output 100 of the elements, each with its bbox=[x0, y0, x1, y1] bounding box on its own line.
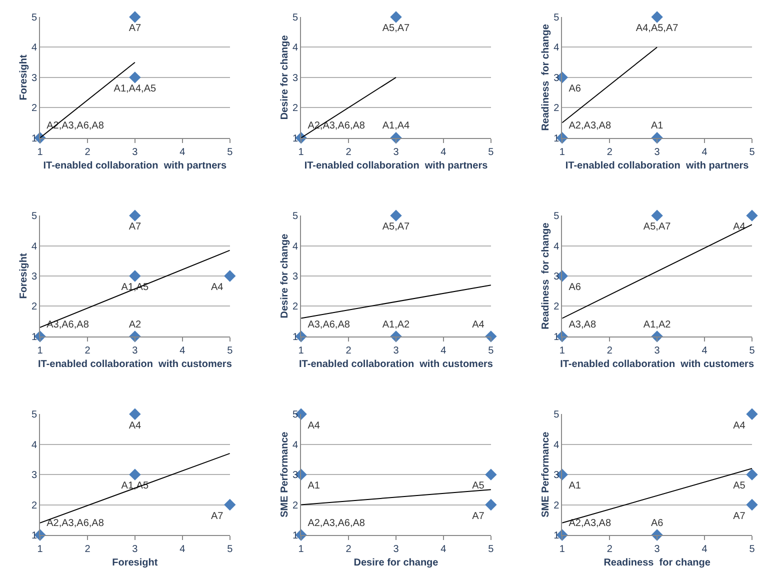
x-tick-label: 5 bbox=[227, 544, 234, 555]
point bbox=[129, 468, 141, 480]
x-axis-title: Readiness for change bbox=[604, 558, 711, 568]
x-tick-label: 5 bbox=[749, 345, 756, 356]
y-tick-label: 2 bbox=[31, 103, 38, 114]
y-axis-title: SME Performance bbox=[540, 431, 552, 518]
y-tick-label: 5 bbox=[31, 12, 38, 24]
y-tick-label: 5 bbox=[292, 211, 299, 222]
y-tick-label: 4 bbox=[554, 440, 560, 451]
y-tick-label: 3 bbox=[292, 271, 299, 282]
x-tick-label: 2 bbox=[346, 544, 352, 555]
x-tick-label: 4 bbox=[440, 345, 447, 356]
x-tick-label: 2 bbox=[606, 544, 613, 555]
y-tick-label: 4 bbox=[31, 440, 38, 451]
point bbox=[129, 11, 141, 23]
y-axis-title: Desire for change bbox=[280, 233, 291, 318]
point bbox=[224, 498, 236, 511]
x-tick-label: 5 bbox=[749, 146, 756, 158]
y-tick-label: 1 bbox=[292, 332, 299, 343]
data-label: A1 bbox=[650, 120, 664, 132]
x-axis-title: Foresight bbox=[112, 558, 158, 568]
data-label: A4 bbox=[308, 420, 320, 432]
x-tick-label: 5 bbox=[227, 345, 234, 356]
x-tick-label: 2 bbox=[84, 146, 91, 158]
x-tick-label: 3 bbox=[393, 146, 400, 158]
y-tick-label: 4 bbox=[554, 42, 560, 54]
y-tick-label: 1 bbox=[292, 530, 299, 542]
y-tick-label: 3 bbox=[554, 271, 560, 282]
data-label: A5,A7 bbox=[382, 222, 410, 233]
y-tick-label: 4 bbox=[292, 241, 299, 252]
x-tick-label: 4 bbox=[440, 544, 447, 555]
data-label: A4,A5,A7 bbox=[636, 23, 679, 34]
x-tick-label: 3 bbox=[654, 544, 660, 555]
y-tick-label: 2 bbox=[554, 302, 560, 313]
y-tick-label: 5 bbox=[554, 211, 560, 222]
data-label: A5,A7 bbox=[643, 222, 672, 233]
y-tick-label: 3 bbox=[31, 470, 38, 482]
data-label: A7 bbox=[733, 510, 746, 522]
y-tick-label: 2 bbox=[31, 500, 38, 512]
x-tick-label: 5 bbox=[488, 345, 494, 356]
y-tick-label: 5 bbox=[31, 211, 38, 222]
y-tick-label: 2 bbox=[554, 500, 560, 512]
x-tick-label: 3 bbox=[393, 345, 400, 356]
data-label: A3,A6,A8 bbox=[46, 319, 90, 330]
x-tick-label: 5 bbox=[749, 544, 756, 555]
data-label: A7 bbox=[128, 23, 142, 34]
x-axis-title: IT-enabled collaboration with customers bbox=[299, 358, 494, 370]
point bbox=[651, 210, 663, 222]
data-label: A2,A3,A8 bbox=[568, 518, 612, 529]
point bbox=[485, 468, 497, 480]
data-label: A5,A7 bbox=[382, 23, 410, 34]
y-tick-label: 2 bbox=[292, 103, 299, 114]
data-label: A3,A6,A8 bbox=[308, 319, 350, 330]
data-label: A2,A3,A8 bbox=[568, 120, 612, 132]
point bbox=[746, 498, 758, 511]
data-label: A7 bbox=[211, 510, 224, 522]
x-tick-label: 4 bbox=[180, 345, 186, 356]
point bbox=[129, 72, 141, 84]
x-axis-title: IT-enabled collaboration with customers bbox=[38, 358, 232, 370]
x-tick-label: 4 bbox=[702, 146, 708, 158]
y-tick-label: 3 bbox=[554, 72, 560, 84]
y-tick-label: 5 bbox=[554, 12, 560, 24]
y-tick-label: 5 bbox=[292, 12, 299, 24]
x-tick-label: 5 bbox=[488, 544, 494, 555]
x-tick-label: 4 bbox=[702, 345, 708, 356]
data-label: A1,A4,A5 bbox=[114, 84, 156, 95]
y-tick-label: 4 bbox=[31, 241, 38, 252]
x-axis-title: IT-enabled collaboration with partners bbox=[565, 160, 750, 172]
y-tick-label: 3 bbox=[292, 72, 299, 84]
y-tick-label: 2 bbox=[292, 302, 299, 313]
x-tick-label: 2 bbox=[84, 544, 91, 555]
x-tick-label: 2 bbox=[606, 146, 613, 158]
x-tick-label: 4 bbox=[702, 544, 708, 555]
y-tick-label: 5 bbox=[292, 410, 299, 421]
data-label: A2,A3,A6,A8 bbox=[308, 518, 366, 529]
y-tick-label: 2 bbox=[292, 500, 299, 512]
point bbox=[746, 408, 758, 420]
x-tick-label: 2 bbox=[346, 146, 352, 158]
data-label: A5 bbox=[472, 480, 485, 492]
data-label: A1,A2 bbox=[382, 319, 410, 330]
data-label: A2,A3,A6,A8 bbox=[46, 518, 104, 529]
y-tick-label: 1 bbox=[554, 332, 560, 343]
y-axis-title: SME Performance bbox=[280, 431, 291, 518]
y-tick-label: 2 bbox=[31, 302, 38, 313]
point bbox=[746, 468, 758, 480]
x-tick-label: 4 bbox=[180, 146, 186, 158]
data-label: A7 bbox=[472, 510, 485, 522]
data-label: A7 bbox=[128, 222, 142, 233]
y-axis-title: Foresight bbox=[18, 252, 30, 299]
data-label: A2 bbox=[128, 319, 142, 330]
x-tick-label: 5 bbox=[227, 146, 234, 158]
y-tick-label: 1 bbox=[31, 530, 38, 542]
x-tick-label: 3 bbox=[654, 345, 660, 356]
y-axis-title: Desire for change bbox=[280, 34, 291, 120]
data-label: A4 bbox=[733, 222, 746, 233]
x-axis-title: IT-enabled collaboration with partners bbox=[304, 160, 488, 172]
y-tick-label: 1 bbox=[292, 133, 299, 144]
y-axis-title: Readiness for change bbox=[540, 222, 552, 330]
x-tick-label: 3 bbox=[132, 345, 138, 356]
data-label: A1,A2 bbox=[643, 319, 672, 330]
